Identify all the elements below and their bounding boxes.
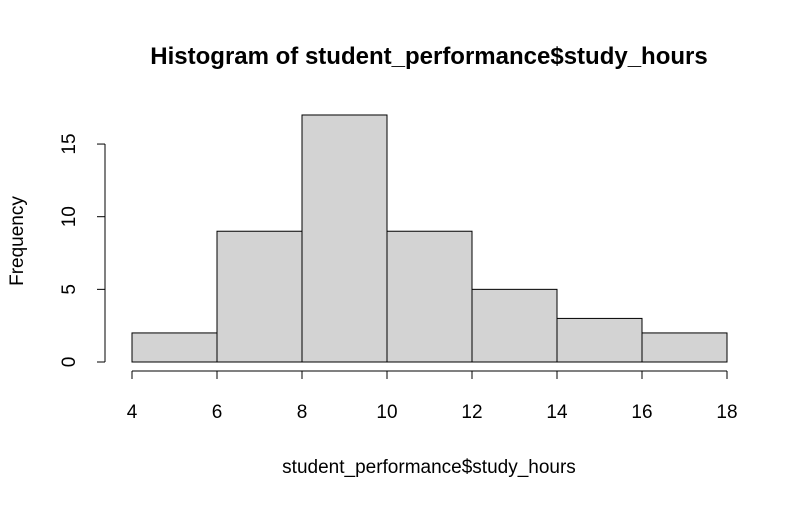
y-tick-label-5: 5	[59, 284, 80, 295]
x-tick-label-12: 12	[461, 402, 482, 423]
x-tick-label-6: 6	[212, 402, 223, 423]
y-axis: 0 5 10 15	[59, 133, 106, 368]
y-axis-label: Frequency	[7, 196, 28, 286]
y-tick-label-0: 0	[59, 357, 80, 368]
histogram-bar-2	[216, 230, 303, 363]
x-tick-label-10: 10	[376, 402, 397, 423]
x-tick-label-16: 16	[631, 402, 652, 423]
histogram-bar-7	[641, 332, 728, 363]
histogram-bar-1	[131, 332, 218, 363]
x-tick-label-8: 8	[297, 402, 308, 423]
y-tick-label-15: 15	[59, 133, 80, 154]
histogram-bar-3	[301, 114, 388, 363]
x-axis: 4 6 8 10 12 14 16 18	[127, 370, 738, 423]
x-tick-label-4: 4	[127, 402, 138, 423]
histogram-bar-4	[386, 230, 473, 363]
x-axis-label: student_performance$study_hours	[282, 457, 576, 478]
y-tick-label-10: 10	[59, 206, 80, 227]
x-tick-label-14: 14	[546, 402, 568, 423]
histogram-bar-6	[556, 317, 643, 363]
x-tick-label-18: 18	[716, 402, 737, 423]
histogram-bar-5	[471, 288, 558, 363]
chart-title: Histogram of student_performance$study_h…	[150, 43, 707, 70]
bars-group	[131, 114, 728, 363]
